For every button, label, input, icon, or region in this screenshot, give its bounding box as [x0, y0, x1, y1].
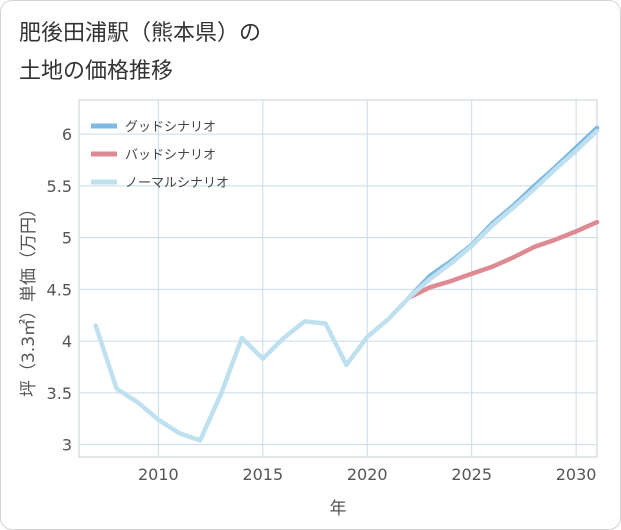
x-axis-ticks: 2010 2015 2020 2025 2030: [138, 465, 596, 484]
x-axis-label: 年: [330, 499, 347, 519]
x-tick-label: 2010: [138, 465, 179, 484]
x-tick-label: 2030: [556, 465, 597, 484]
title-line-1: 肥後田浦駅（熊本県）の: [19, 21, 262, 46]
legend-label: グッドシナリオ: [125, 120, 216, 135]
page-title: 肥後田浦駅（熊本県）の 土地の価格推移: [19, 15, 261, 91]
title-line-2: 土地の価格推移: [19, 59, 174, 84]
y-axis-label: 坪（3.3㎡）単価（万円）: [19, 200, 39, 397]
x-tick-label: 2015: [242, 465, 283, 484]
legend-label: ノーマルシナリオ: [125, 176, 229, 191]
y-tick-label: 6: [62, 125, 72, 144]
series-lines: [93, 125, 600, 443]
y-tick-label: 4: [62, 332, 72, 351]
y-tick-label: 4.5: [47, 280, 72, 299]
x-tick-label: 2025: [451, 465, 492, 484]
plot-area: [78, 99, 598, 458]
y-tick-label: 5.5: [47, 177, 72, 196]
y-tick-label: 3: [62, 436, 72, 455]
y-axis-ticks: 3 3.5 4 4.5 5 5.5 6: [47, 125, 72, 454]
y-tick-label: 3.5: [47, 384, 72, 403]
y-tick-label: 5: [62, 229, 72, 248]
grid-lines: [79, 100, 597, 457]
x-tick-label: 2020: [347, 465, 388, 484]
legend-label: バッドシナリオ: [125, 148, 216, 163]
series-line-bad: [406, 219, 600, 300]
